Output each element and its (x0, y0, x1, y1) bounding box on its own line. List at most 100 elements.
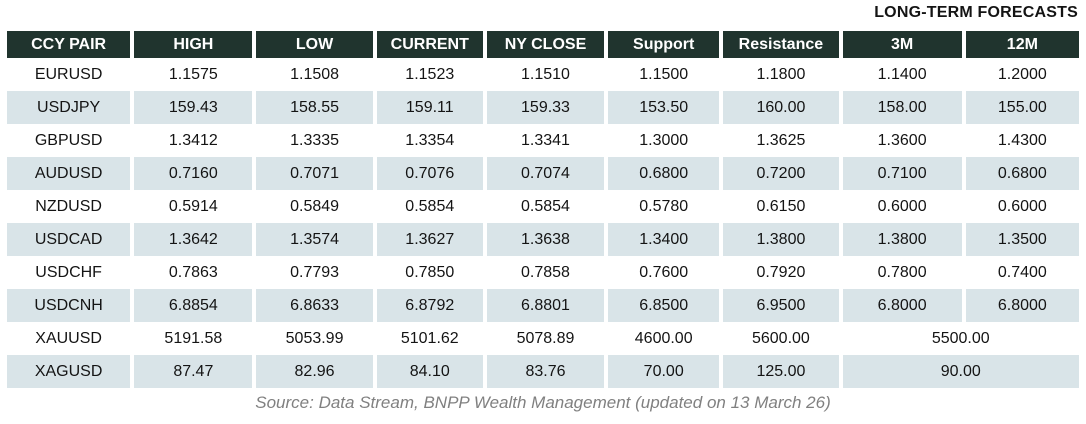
table-row-usdcnh: USDCNH 6.8854 6.8633 6.8792 6.8801 6.850… (7, 289, 1079, 322)
cell: 1.3627 (376, 223, 483, 256)
cell: 1.1400 (842, 58, 962, 91)
cell: 0.5854 (376, 190, 483, 223)
cell: 5101.62 (376, 322, 483, 355)
cell: 0.5854 (486, 190, 605, 223)
col-header-ccy-pair: CCY PAIR (7, 31, 131, 58)
table-row-xauusd: XAUUSD 5191.58 5053.99 5101.62 5078.89 4… (7, 322, 1079, 355)
table-row-xagusd: XAGUSD 87.47 82.96 84.10 83.76 70.00 125… (7, 355, 1079, 388)
col-header-high: HIGH (134, 31, 253, 58)
col-header-support: Support (608, 31, 720, 58)
col-header-low: LOW (256, 31, 373, 58)
cell: 1.3335 (256, 124, 373, 157)
cell: 5600.00 (723, 322, 839, 355)
cell: 5053.99 (256, 322, 373, 355)
pair-cell: NZDUSD (7, 190, 131, 223)
cell: 153.50 (608, 91, 720, 124)
cell: 1.3400 (608, 223, 720, 256)
cell: 70.00 (608, 355, 720, 388)
cell: 87.47 (134, 355, 253, 388)
merged-forecast-cell: 90.00 (842, 355, 1079, 388)
cell: 0.7920 (723, 256, 839, 289)
cell: 0.6800 (608, 157, 720, 190)
cell: 1.1575 (134, 58, 253, 91)
cell: 159.43 (134, 91, 253, 124)
cell: 0.5849 (256, 190, 373, 223)
cell: 0.7100 (842, 157, 962, 190)
cell: 0.7071 (256, 157, 373, 190)
pair-cell: USDCAD (7, 223, 131, 256)
cell: 1.1508 (256, 58, 373, 91)
cell: 1.1800 (723, 58, 839, 91)
table-body: EURUSD 1.1575 1.1508 1.1523 1.1510 1.150… (7, 58, 1079, 388)
cell: 4600.00 (608, 322, 720, 355)
table-row-eurusd: EURUSD 1.1575 1.1508 1.1523 1.1510 1.150… (7, 58, 1079, 91)
cell: 0.5780 (608, 190, 720, 223)
source-caption: Source: Data Stream, BNPP Wealth Managem… (255, 393, 831, 412)
cell: 6.8854 (134, 289, 253, 322)
cell: 0.5914 (134, 190, 253, 223)
cell: 6.8500 (608, 289, 720, 322)
col-header-resistance: Resistance (723, 31, 839, 58)
cell: 1.3412 (134, 124, 253, 157)
cell: 155.00 (965, 91, 1079, 124)
pair-cell: XAUUSD (7, 322, 131, 355)
cell: 6.8000 (842, 289, 962, 322)
cell: 159.11 (376, 91, 483, 124)
cell: 1.3625 (723, 124, 839, 157)
cell: 158.00 (842, 91, 962, 124)
cell: 0.7858 (486, 256, 605, 289)
long-term-forecasts-label: LONG-TERM FORECASTS (874, 4, 1078, 21)
cell: 1.1500 (608, 58, 720, 91)
cell: 1.3341 (486, 124, 605, 157)
cell: 0.6150 (723, 190, 839, 223)
cell: 0.7850 (376, 256, 483, 289)
col-header-3m: 3M (842, 31, 962, 58)
pair-cell: GBPUSD (7, 124, 131, 157)
pair-cell: AUDUSD (7, 157, 131, 190)
cell: 1.3600 (842, 124, 962, 157)
col-header-ny-close: NY CLOSE (486, 31, 605, 58)
pair-cell: USDCNH (7, 289, 131, 322)
cell: 1.2000 (965, 58, 1079, 91)
cell: 5191.58 (134, 322, 253, 355)
cell: 1.3000 (608, 124, 720, 157)
table-row-audusd: AUDUSD 0.7160 0.7071 0.7076 0.7074 0.680… (7, 157, 1079, 190)
cell: 0.7160 (134, 157, 253, 190)
cell: 1.3642 (134, 223, 253, 256)
cell: 0.7200 (723, 157, 839, 190)
cell: 0.7400 (965, 256, 1079, 289)
cell: 1.3500 (965, 223, 1079, 256)
cell: 125.00 (723, 355, 839, 388)
pair-cell: XAGUSD (7, 355, 131, 388)
cell: 1.3574 (256, 223, 373, 256)
cell: 1.3638 (486, 223, 605, 256)
cell: 158.55 (256, 91, 373, 124)
cell: 83.76 (486, 355, 605, 388)
cell: 1.3354 (376, 124, 483, 157)
cell: 1.1523 (376, 58, 483, 91)
table-row-usdchf: USDCHF 0.7863 0.7793 0.7850 0.7858 0.760… (7, 256, 1079, 289)
cell: 1.1510 (486, 58, 605, 91)
pair-cell: EURUSD (7, 58, 131, 91)
cell: 0.6000 (842, 190, 962, 223)
merged-forecast-cell: 5500.00 (842, 322, 1079, 355)
cell: 6.9500 (723, 289, 839, 322)
cell: 0.6000 (965, 190, 1079, 223)
table-row-usdjpy: USDJPY 159.43 158.55 159.11 159.33 153.5… (7, 91, 1079, 124)
fx-forecast-table: CCY PAIR HIGH LOW CURRENT NY CLOSE Suppo… (3, 31, 1083, 388)
cell: 1.4300 (965, 124, 1079, 157)
cell: 0.7074 (486, 157, 605, 190)
col-header-12m: 12M (965, 31, 1079, 58)
table-row-gbpusd: GBPUSD 1.3412 1.3335 1.3354 1.3341 1.300… (7, 124, 1079, 157)
table-header-row: CCY PAIR HIGH LOW CURRENT NY CLOSE Suppo… (7, 31, 1079, 58)
cell: 6.8792 (376, 289, 483, 322)
cell: 6.8801 (486, 289, 605, 322)
cell: 0.7076 (376, 157, 483, 190)
cell: 5078.89 (486, 322, 605, 355)
col-header-current: CURRENT (376, 31, 483, 58)
cell: 1.3800 (842, 223, 962, 256)
cell: 160.00 (723, 91, 839, 124)
table-row-usdcad: USDCAD 1.3642 1.3574 1.3627 1.3638 1.340… (7, 223, 1079, 256)
cell: 82.96 (256, 355, 373, 388)
